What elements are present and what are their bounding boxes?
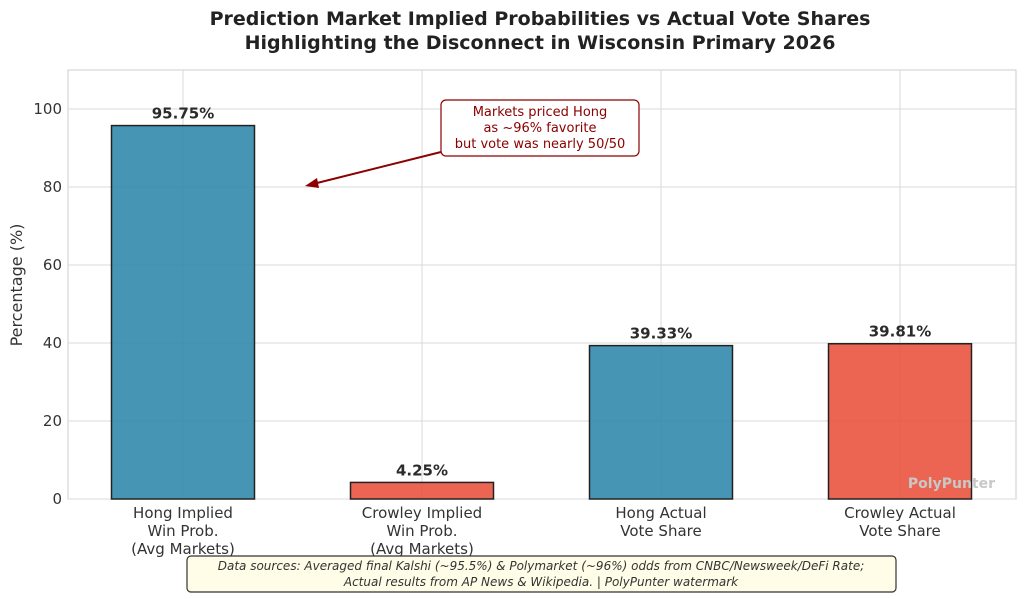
- y-tick-label: 80: [43, 178, 62, 196]
- x-category-label: Win Prob.: [386, 522, 457, 540]
- annotation-arrow-line: [312, 151, 442, 185]
- y-tick-label: 40: [43, 334, 62, 352]
- y-tick-label: 60: [43, 256, 62, 274]
- y-ticks: 0 20 40 60 80 100: [33, 100, 62, 508]
- annotation-box: [440, 99, 640, 157]
- source-note-line-1: Data sources: Averaged final Kalshi (~95…: [218, 559, 865, 573]
- bar-value-label: 39.81%: [869, 323, 931, 341]
- y-tick-label: 0: [52, 490, 62, 508]
- bar: [110, 124, 256, 500]
- bar-value-label: 95.75%: [152, 105, 214, 123]
- x-category-label: (Avg Markets): [370, 540, 474, 558]
- source-note-box: [186, 555, 897, 593]
- annotation-line-1: Markets priced Hong: [473, 105, 608, 120]
- x-category-label: (Avg Markets): [131, 540, 235, 558]
- annotation: Markets priced Hong as ~96% favorite but…: [305, 99, 640, 188]
- annotation-line-3: but vote was nearly 50/50: [455, 137, 626, 152]
- bar: [827, 342, 973, 500]
- source-note: Data sources: Averaged final Kalshi (~95…: [186, 555, 897, 593]
- bars: 95.75% 4.25% 39.33% 39.81%: [110, 105, 973, 500]
- x-category-label: Hong Actual: [615, 504, 706, 522]
- bar-value-label: 39.33%: [630, 325, 692, 343]
- y-axis-label: Percentage (%): [7, 224, 26, 347]
- y-tick-label: 20: [43, 412, 62, 430]
- x-category-label: Vote Share: [859, 522, 940, 540]
- bar-value-label: 4.25%: [396, 461, 448, 479]
- annotation-line-2: as ~96% favorite: [483, 121, 596, 136]
- y-tick-label: 100: [33, 100, 62, 118]
- watermark: PolyPunter: [908, 476, 995, 492]
- x-category-label: Hong Implied: [133, 504, 233, 522]
- chart-title-line-1: Prediction Market Implied Probabilities …: [210, 8, 871, 30]
- source-note-line-2: Actual results from AP News & Wikipedia.…: [343, 575, 739, 589]
- x-category-label: Crowley Implied: [362, 504, 482, 522]
- x-category-label: Win Prob.: [147, 522, 218, 540]
- x-category-label: Vote Share: [620, 522, 701, 540]
- chart-title-line-2: Highlighting the Disconnect in Wisconsin…: [245, 32, 836, 54]
- annotation-arrow-head: [305, 178, 319, 188]
- x-category-label: Crowley Actual: [844, 504, 956, 522]
- bar: [588, 344, 734, 500]
- bar: [349, 481, 495, 500]
